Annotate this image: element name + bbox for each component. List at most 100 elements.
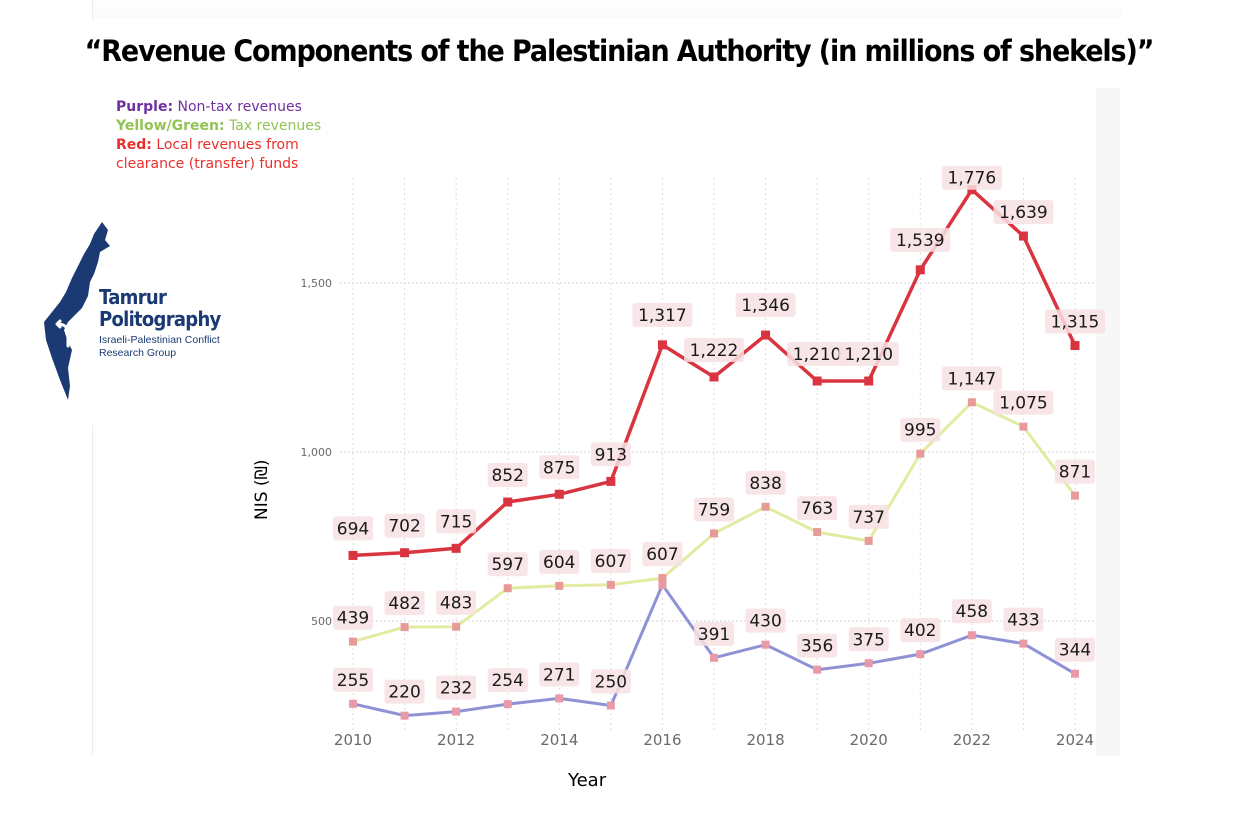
data-label-background — [694, 497, 734, 522]
data-label-text: 344 — [1059, 641, 1091, 661]
data-point-marker — [864, 659, 873, 668]
data-label-text: 356 — [801, 637, 833, 657]
data-label-text: 607 — [646, 545, 678, 565]
data-point-marker — [710, 653, 718, 662]
data-label: 607 — [590, 548, 631, 573]
data-label: 597 — [487, 552, 528, 577]
data-label-text: 871 — [1059, 463, 1091, 483]
legend-item-clearance-cont: clearance (transfer) funds — [116, 155, 321, 174]
data-label-background — [993, 390, 1054, 415]
data-label-text: 375 — [852, 630, 884, 650]
data-point-marker — [709, 372, 719, 382]
data-point-marker — [503, 497, 513, 507]
data-label: 1,346 — [735, 293, 796, 318]
legend-key: Yellow/Green: — [116, 118, 225, 134]
data-label-text: 763 — [801, 499, 833, 519]
logo-subtitle-line1: Israeli-Palestinian Conflict — [99, 334, 220, 346]
data-label-text: 995 — [904, 421, 936, 441]
data-label-text: 1,346 — [741, 296, 790, 316]
data-label-text: 607 — [595, 552, 627, 572]
legend-item-non-tax: Purple: Non-tax revenues — [116, 98, 321, 117]
logo-name-line2: Politography — [99, 307, 221, 331]
data-label-background — [384, 513, 425, 538]
data-label-text: 482 — [388, 594, 420, 614]
y-tick-label: 1,000 — [301, 446, 333, 459]
data-label-background — [333, 605, 373, 630]
data-label: 1,210 — [838, 342, 899, 367]
data-label-background — [941, 165, 1002, 190]
data-label-background — [590, 548, 631, 573]
data-label: 604 — [539, 549, 580, 574]
data-label: 232 — [436, 675, 477, 700]
data-label-text: 271 — [543, 665, 575, 685]
data-label-text: 875 — [543, 458, 575, 478]
data-label: 702 — [384, 513, 425, 538]
data-point-marker — [812, 376, 822, 386]
data-label-text: 402 — [904, 621, 936, 641]
data-label-text: 852 — [491, 466, 523, 486]
data-label-text: 1,639 — [999, 203, 1048, 223]
legend-item-tax: Yellow/Green: Tax revenues — [116, 117, 321, 136]
data-label-background — [632, 302, 693, 327]
data-point-marker — [864, 536, 873, 545]
data-label-text: 1,315 — [1051, 313, 1100, 333]
israel-map-logo-icon — [44, 222, 110, 400]
data-label-background — [941, 366, 1002, 391]
data-point-marker — [1018, 231, 1028, 241]
data-label: 254 — [487, 668, 528, 693]
data-label-background — [848, 504, 889, 529]
data-label-background — [797, 496, 838, 521]
left-divider-bottom — [92, 425, 93, 755]
data-label-text: 1,776 — [948, 169, 997, 189]
data-point-marker — [1019, 422, 1028, 431]
legend-text: Local revenues from — [151, 137, 299, 153]
data-label-background — [735, 293, 796, 318]
data-label-background — [993, 200, 1054, 225]
data-point-marker — [915, 265, 925, 275]
legend-text: Tax revenues — [224, 118, 322, 134]
data-point-marker — [503, 584, 512, 593]
data-label: 375 — [848, 627, 889, 652]
data-label-background — [590, 442, 631, 467]
data-point-marker — [400, 623, 409, 632]
data-point-marker — [916, 650, 925, 659]
data-point-marker — [967, 398, 976, 407]
plot-background-right-edge — [1096, 88, 1120, 756]
data-label-background — [787, 342, 848, 367]
y-axis-label: NIS (₪) — [252, 459, 272, 520]
data-label-background — [384, 591, 425, 616]
data-label-text: 1,539 — [896, 231, 945, 251]
data-label-text: 430 — [749, 612, 781, 632]
data-label-text: 458 — [956, 602, 988, 622]
data-point-marker — [813, 528, 822, 537]
data-label: 763 — [797, 496, 838, 521]
data-label-background — [900, 618, 941, 643]
data-label: 356 — [797, 633, 838, 658]
logo-subtitle: Israeli-Palestinian Conflict Research Gr… — [99, 334, 220, 360]
data-label-text: 838 — [749, 474, 781, 494]
x-tick-label: 2014 — [540, 731, 578, 749]
data-point-marker — [761, 640, 770, 649]
data-label-text: 1,317 — [638, 306, 687, 326]
x-tick-label: 2018 — [746, 731, 784, 749]
data-point-marker — [606, 580, 615, 589]
legend-key: Red: — [116, 137, 152, 153]
data-label-background — [951, 599, 992, 624]
data-label-background — [539, 549, 580, 574]
data-label-background — [333, 516, 373, 541]
data-label-background — [797, 633, 838, 658]
x-tick-label: 2010 — [334, 731, 372, 749]
data-label: 715 — [436, 509, 477, 534]
legend-text: clearance (transfer) funds — [116, 156, 299, 172]
data-point-marker — [658, 574, 667, 583]
data-label: 995 — [900, 417, 941, 442]
data-label-text: 702 — [388, 517, 420, 537]
y-axis-ticks: 500 1,000 1,500 — [301, 277, 333, 628]
data-label: 344 — [1055, 637, 1095, 662]
data-label-text: 1,147 — [948, 369, 997, 389]
data-point-marker — [503, 700, 512, 709]
data-point-marker — [710, 529, 718, 538]
data-label: 1,210 — [787, 342, 848, 367]
